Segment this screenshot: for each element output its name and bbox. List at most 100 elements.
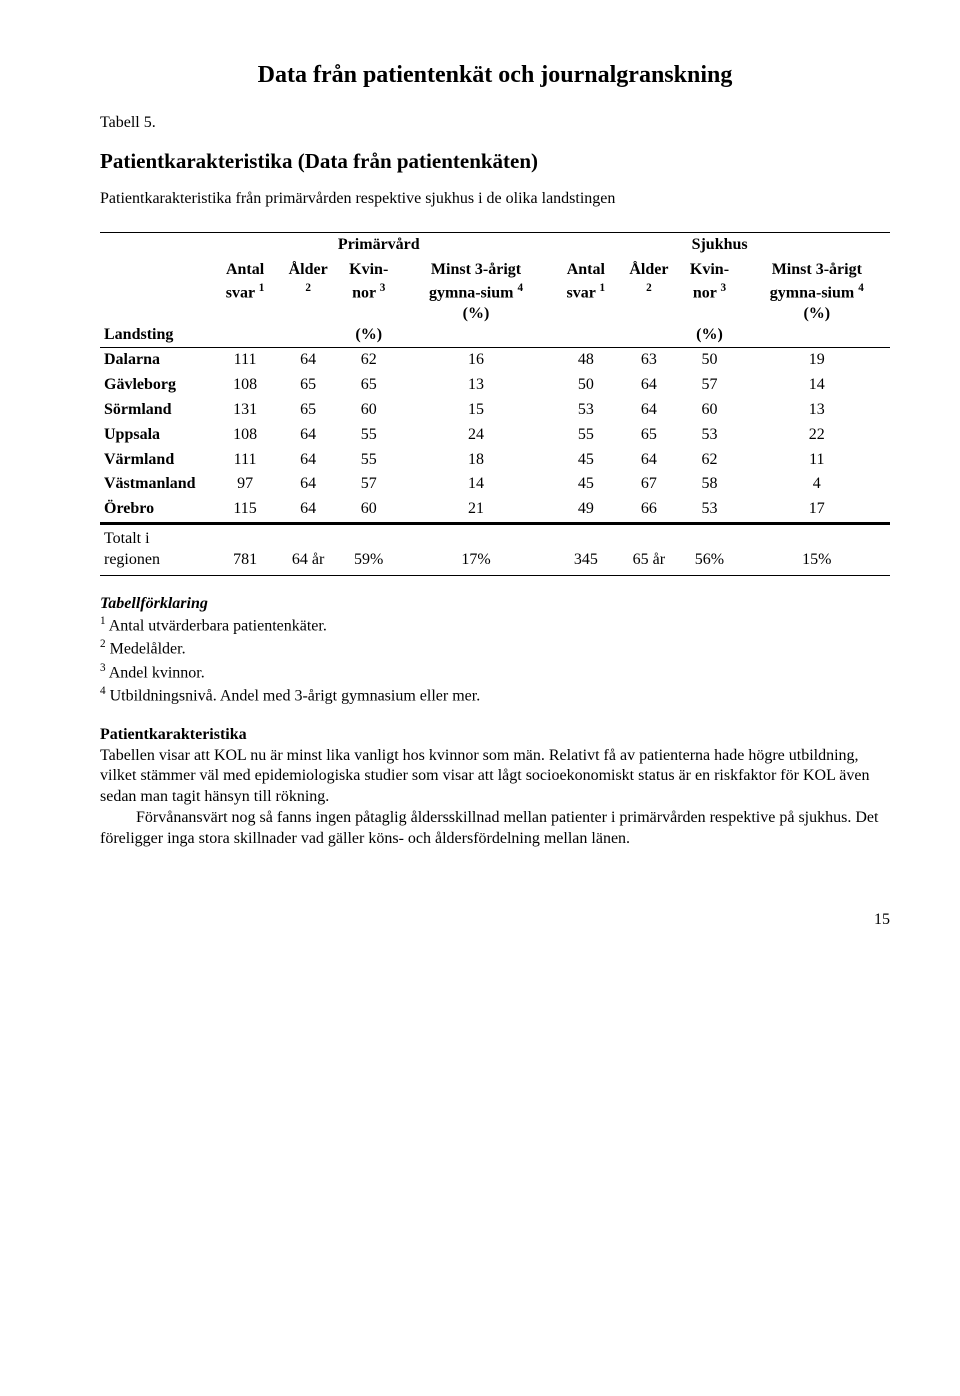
footnote-3: 3 Andel kvinnor. bbox=[100, 661, 890, 684]
cell-value: 64 bbox=[282, 472, 335, 497]
group-primarvard: Primärvård bbox=[208, 233, 549, 258]
cell-value: 64 bbox=[282, 423, 335, 448]
cell-value: 97 bbox=[208, 472, 281, 497]
cell-value: 65 bbox=[622, 423, 675, 448]
cell-value: 65 bbox=[282, 373, 335, 398]
cell-value: 60 bbox=[675, 398, 743, 423]
cell-value: 64 bbox=[282, 448, 335, 473]
table-row: Örebro11564602149665317 bbox=[100, 497, 890, 523]
footnotes: Tabellförklaring 1 Antal utvärderbara pa… bbox=[100, 594, 890, 707]
cell-landsting: Sörmland bbox=[100, 398, 208, 423]
cell-total-value: 65 år bbox=[622, 523, 675, 575]
section-p1: Tabellen visar att KOL nu är minst lika … bbox=[100, 746, 890, 808]
table-row: Uppsala10864552455655322 bbox=[100, 423, 890, 448]
cell-value: 111 bbox=[208, 348, 281, 373]
table-total-row: Totalt i regionen78164 år59%17%34565 år5… bbox=[100, 523, 890, 575]
subdesc: Patientkarakteristika från primärvården … bbox=[100, 189, 890, 210]
cell-value: 24 bbox=[403, 423, 549, 448]
cell-value: 64 bbox=[622, 373, 675, 398]
cell-value: 22 bbox=[744, 423, 890, 448]
cell-value: 55 bbox=[335, 448, 403, 473]
page-title: Data från patientenkät och journalgransk… bbox=[100, 60, 890, 91]
cell-value: 14 bbox=[403, 472, 549, 497]
cell-value: 4 bbox=[744, 472, 890, 497]
table-label: Tabell 5. bbox=[100, 113, 890, 134]
footnote-1: 1 Antal utvärderbara patientenkäter. bbox=[100, 614, 890, 637]
cell-value: 64 bbox=[282, 348, 335, 373]
table-row: Västmanland976457144567584 bbox=[100, 472, 890, 497]
cell-value: 55 bbox=[335, 423, 403, 448]
cell-value: 45 bbox=[549, 448, 622, 473]
cell-total-value: 17% bbox=[403, 523, 549, 575]
table-row: Dalarna11164621648635019 bbox=[100, 348, 890, 373]
cell-total-value: 56% bbox=[675, 523, 743, 575]
cell-value: 13 bbox=[403, 373, 549, 398]
cell-value: 64 bbox=[622, 398, 675, 423]
cell-landsting: Dalarna bbox=[100, 348, 208, 373]
cell-value: 17 bbox=[744, 497, 890, 523]
cell-value: 21 bbox=[403, 497, 549, 523]
cell-value: 18 bbox=[403, 448, 549, 473]
cell-value: 64 bbox=[622, 448, 675, 473]
cell-value: 50 bbox=[675, 348, 743, 373]
cell-value: 108 bbox=[208, 423, 281, 448]
subheading: Patientkarakteristika (Data från patient… bbox=[100, 148, 890, 175]
cell-value: 53 bbox=[675, 497, 743, 523]
table-row: Gävleborg10865651350645714 bbox=[100, 373, 890, 398]
cell-value: 57 bbox=[675, 373, 743, 398]
cell-landsting: Uppsala bbox=[100, 423, 208, 448]
col-antal-p: Antal svar 1 bbox=[208, 258, 281, 348]
cell-value: 67 bbox=[622, 472, 675, 497]
cell-landsting: Värmland bbox=[100, 448, 208, 473]
col-landsting: Landsting bbox=[100, 258, 208, 348]
col-gym-p: Minst 3-årigt gymna-sium 4(%) bbox=[403, 258, 549, 348]
cell-landsting: Örebro bbox=[100, 497, 208, 523]
cell-landsting: Gävleborg bbox=[100, 373, 208, 398]
header-blank bbox=[100, 233, 208, 258]
cell-total-value: 781 bbox=[208, 523, 281, 575]
group-sjukhus: Sjukhus bbox=[549, 233, 890, 258]
cell-value: 62 bbox=[335, 348, 403, 373]
cell-value: 11 bbox=[744, 448, 890, 473]
cell-value: 115 bbox=[208, 497, 281, 523]
cell-total-label: Totalt i regionen bbox=[100, 523, 208, 575]
cell-value: 50 bbox=[549, 373, 622, 398]
cell-value: 45 bbox=[549, 472, 622, 497]
cell-value: 131 bbox=[208, 398, 281, 423]
col-kvinnor-p: Kvin-nor 3(%) bbox=[335, 258, 403, 348]
cell-value: 66 bbox=[622, 497, 675, 523]
col-alder-s: Ålder 2 bbox=[622, 258, 675, 348]
section: Patientkarakteristika Tabellen visar att… bbox=[100, 725, 890, 850]
cell-value: 13 bbox=[744, 398, 890, 423]
cell-value: 55 bbox=[549, 423, 622, 448]
cell-value: 15 bbox=[403, 398, 549, 423]
cell-value: 14 bbox=[744, 373, 890, 398]
col-kvinnor-s: Kvin-nor 3(%) bbox=[675, 258, 743, 348]
col-antal-s: Antal svar 1 bbox=[549, 258, 622, 348]
cell-value: 57 bbox=[335, 472, 403, 497]
table-row: Värmland11164551845646211 bbox=[100, 448, 890, 473]
cell-value: 60 bbox=[335, 497, 403, 523]
cell-value: 53 bbox=[549, 398, 622, 423]
cell-value: 63 bbox=[622, 348, 675, 373]
cell-value: 16 bbox=[403, 348, 549, 373]
cell-value: 108 bbox=[208, 373, 281, 398]
cell-value: 60 bbox=[335, 398, 403, 423]
cell-value: 49 bbox=[549, 497, 622, 523]
cell-value: 53 bbox=[675, 423, 743, 448]
footnotes-title: Tabellförklaring bbox=[100, 594, 890, 615]
section-title: Patientkarakteristika bbox=[100, 725, 890, 746]
cell-total-value: 15% bbox=[744, 523, 890, 575]
cell-value: 19 bbox=[744, 348, 890, 373]
table-row: Sörmland13165601553646013 bbox=[100, 398, 890, 423]
cell-landsting: Västmanland bbox=[100, 472, 208, 497]
page-number: 15 bbox=[100, 910, 890, 931]
section-p2: Förvånansvärt nog så fanns ingen påtagli… bbox=[100, 808, 890, 850]
cell-total-value: 345 bbox=[549, 523, 622, 575]
cell-total-value: 64 år bbox=[282, 523, 335, 575]
cell-value: 65 bbox=[282, 398, 335, 423]
col-alder-p: Ålder 2 bbox=[282, 258, 335, 348]
footnote-4: 4 Utbildningsnivå. Andel med 3-årigt gym… bbox=[100, 684, 890, 707]
cell-value: 64 bbox=[282, 497, 335, 523]
data-table: Primärvård Sjukhus Landsting Antal svar … bbox=[100, 232, 890, 575]
